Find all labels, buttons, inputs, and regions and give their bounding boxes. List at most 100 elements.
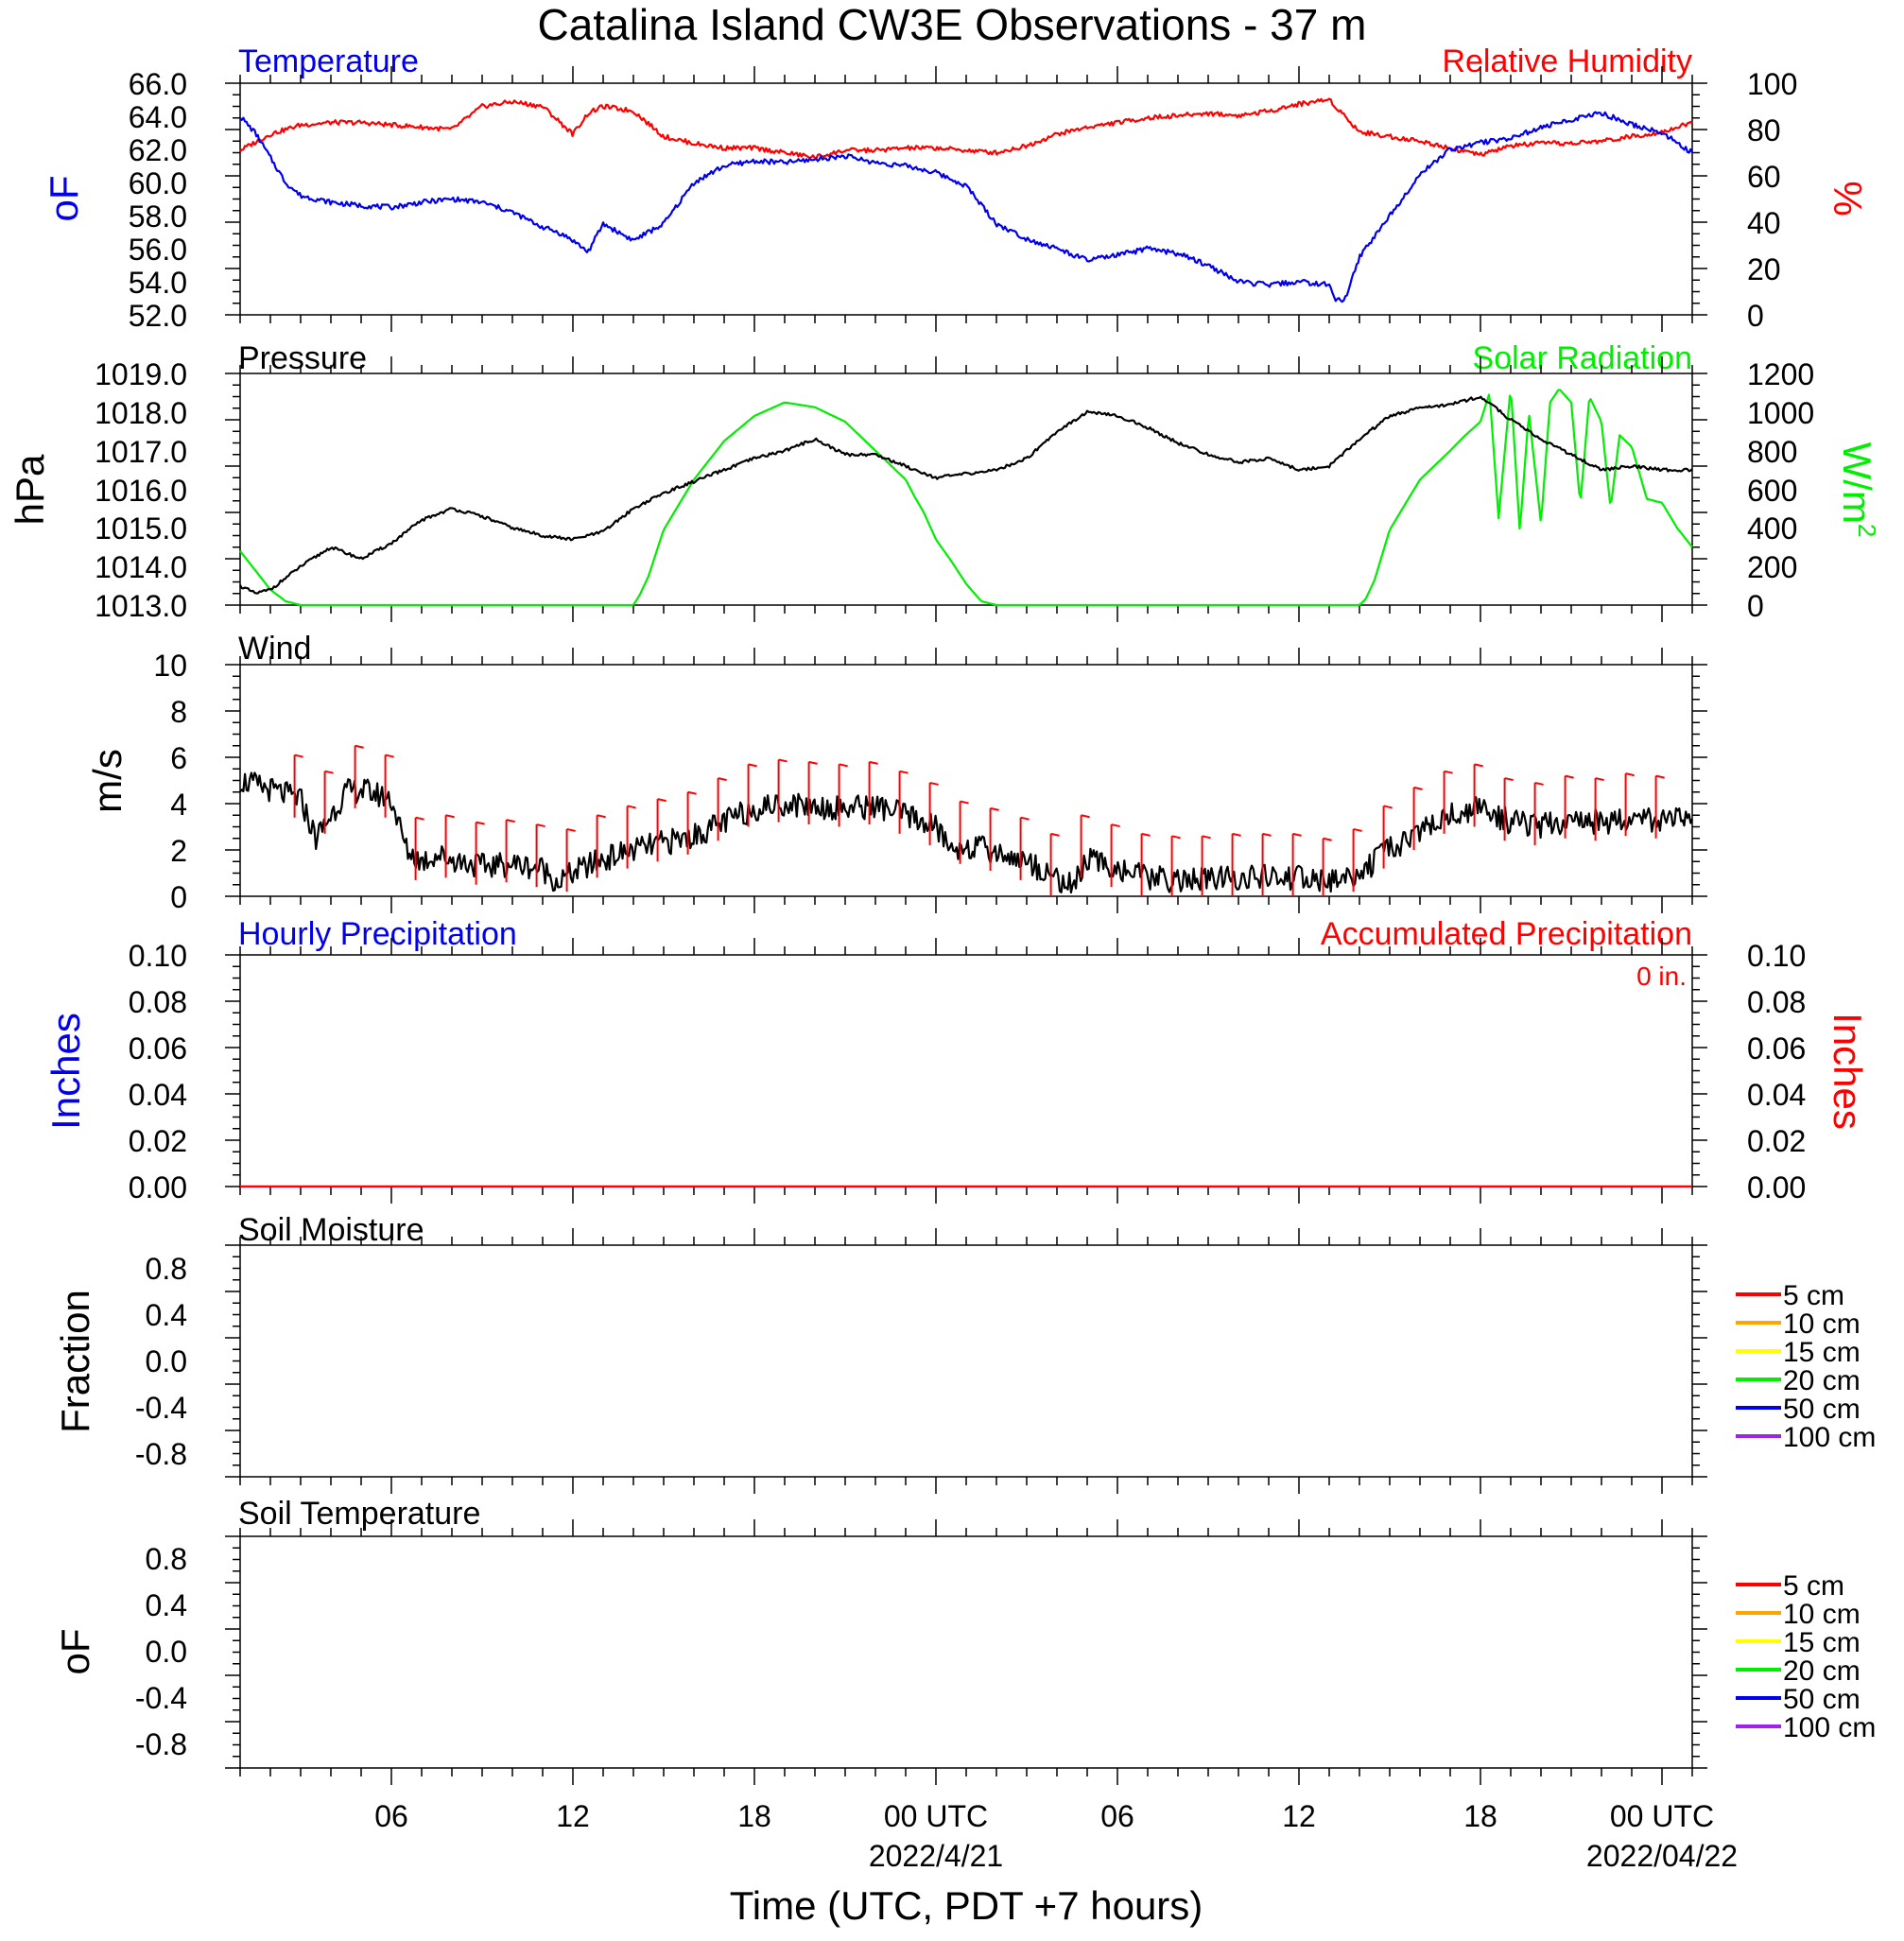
humidity-tick-label: 80 — [1747, 113, 1781, 147]
temperature-title: Temperature — [238, 43, 419, 79]
wind-barb-flag — [324, 770, 334, 774]
legend-label: 10 cm — [1783, 1599, 1861, 1630]
soil-moisture-ticks: -0.8 -0.4 0.0 0.4 0.8 — [135, 1252, 187, 1471]
soil-moisture-legend-item: 15 cm — [1736, 1337, 1861, 1368]
soil-temperature-unit-label: oF — [53, 1628, 97, 1674]
wind-title: Wind — [238, 631, 311, 667]
x-axis-title: Time (UTC, PDT +7 hours) — [730, 1883, 1203, 1928]
temperature-unit-label: oF — [42, 175, 86, 221]
wind-tick-label: 0 — [170, 880, 187, 914]
wind-barb-flag — [1323, 837, 1332, 841]
wind-barb-flag — [657, 798, 666, 803]
hourly-precip-tick-label: 0.04 — [129, 1078, 187, 1112]
accum-precip-tick-label: 0.02 — [1747, 1124, 1806, 1158]
wind-barb-flag — [1474, 763, 1483, 768]
wind-barb-flag — [1625, 772, 1635, 777]
solar-unit-superscript: 2 — [1853, 524, 1881, 537]
soil-moisture-legend-item: 10 cm — [1736, 1308, 1861, 1340]
pressure-title: Pressure — [238, 340, 367, 376]
solar-title: Solar Radiation — [1473, 340, 1692, 376]
precip-plot-marks — [225, 938, 1707, 1204]
pressure-unit-label: hPa — [8, 454, 52, 525]
wind-barb-flag — [294, 754, 303, 758]
pressure-panel: Pressure Solar Radiation hPa W/m2 1013.0… — [8, 340, 1881, 623]
accum-precip-tick-label: 0.00 — [1747, 1170, 1806, 1204]
accum-precip-ticks: 0.00 0.02 0.04 0.06 0.08 0.10 — [1747, 939, 1806, 1204]
figure-title: Catalina Island CW3E Observations - 37 m — [538, 0, 1367, 49]
soil-moisture-unit-label: Fraction — [53, 1290, 97, 1433]
wind-barb-flag — [1171, 835, 1181, 840]
solar-ticks: 0 200 400 600 800 1000 1200 — [1747, 357, 1814, 623]
wind-barb-flag — [1111, 823, 1120, 828]
wind-tick-label: 6 — [170, 741, 187, 775]
soil-temperature-legend-item: 20 cm — [1736, 1655, 1861, 1687]
wind-barb-flag — [536, 823, 545, 828]
wind-barb-flag — [1504, 777, 1514, 782]
soil-moisture-tick-label: 0.8 — [146, 1252, 187, 1286]
temperature-panel: Temperature Relative Humidity oF % 52.0 … — [42, 43, 1870, 333]
humidity-tick-label: 40 — [1747, 206, 1781, 240]
solar-tick-label: 200 — [1747, 550, 1797, 584]
wind-barb-flag — [1353, 827, 1362, 832]
solar-tick-label: 1000 — [1747, 396, 1814, 430]
temperature-line — [239, 111, 1693, 303]
hourly-precip-tick-label: 0.08 — [129, 985, 187, 1019]
soil-temperature-tick-label: 0.0 — [146, 1635, 187, 1669]
temperature-tick-label: 52.0 — [129, 299, 187, 333]
wind-barb-flag — [1202, 835, 1211, 840]
temperature-tick-label: 66.0 — [129, 67, 187, 101]
pressure-tick-label: 1019.0 — [95, 357, 187, 391]
soil-moisture-panel-frame — [239, 1244, 1693, 1478]
legend-label: 15 cm — [1783, 1337, 1861, 1368]
legend-label: 5 cm — [1783, 1570, 1844, 1602]
soil-temperature-ticks: -0.8 -0.4 0.0 0.4 0.8 — [135, 1542, 187, 1761]
hourly-precip-tick-label: 0.00 — [129, 1170, 187, 1204]
humidity-unit-label: % — [1826, 181, 1870, 216]
humidity-tick-label: 0 — [1747, 299, 1764, 333]
temperature-tick-label: 60.0 — [129, 166, 187, 200]
wind-speed-line — [239, 771, 1694, 894]
temperature-tick-label: 56.0 — [129, 233, 187, 267]
temperature-plot-marks — [225, 66, 1707, 332]
wind-ticks: 0 2 4 6 8 10 — [153, 649, 187, 914]
wind-barb-flag — [990, 806, 999, 811]
wind-barb-flag — [1565, 774, 1574, 779]
soil-temperature-tick-label: -0.8 — [135, 1727, 187, 1761]
soil-temperature-tick-label: -0.4 — [135, 1681, 187, 1715]
pressure-tick-label: 1014.0 — [95, 550, 187, 584]
legend-label: 50 cm — [1783, 1394, 1861, 1425]
wind-barb-flag — [839, 763, 848, 768]
pressure-plot-marks — [225, 356, 1707, 622]
soil-moisture-plot-marks — [225, 1228, 1707, 1494]
x-tick-label: 06 — [1100, 1799, 1134, 1833]
wind-barb-flag — [1262, 832, 1272, 837]
accum-precip-value: 0 in. — [1636, 962, 1687, 991]
pressure-tick-label: 1018.0 — [95, 396, 187, 430]
wind-barb-flag — [1081, 814, 1090, 819]
wind-barb-flag — [808, 760, 818, 765]
wind-barb-flag — [929, 781, 939, 786]
wind-barb-flag — [778, 758, 788, 763]
wind-barb-flag — [1595, 777, 1604, 782]
wind-tick-label: 10 — [153, 649, 187, 683]
wind-barb-flag — [1534, 781, 1544, 786]
soil-moisture-tick-label: -0.4 — [135, 1391, 187, 1425]
wind-plot-marks — [225, 648, 1707, 913]
solar-unit-label: W/m2 — [1835, 442, 1881, 538]
solar-tick-label: 600 — [1747, 474, 1797, 508]
solar-line — [239, 389, 1693, 607]
legend-label: 100 cm — [1783, 1422, 1876, 1453]
soil-temperature-legend-item: 10 cm — [1736, 1599, 1861, 1630]
soil-temperature-tick-label: 0.8 — [146, 1542, 187, 1576]
wind-barb-flag — [385, 754, 394, 758]
wind-panel: Wind m/s 0 2 4 6 8 10 — [85, 631, 1707, 914]
temperature-ticks: 52.0 54.0 56.0 58.0 60.0 62.0 64.0 66.0 — [129, 67, 187, 333]
x-tick-label: 18 — [737, 1799, 771, 1833]
soil-temperature-panel-frame — [239, 1535, 1693, 1769]
temperature-tick-label: 64.0 — [129, 100, 187, 134]
pressure-tick-label: 1017.0 — [95, 435, 187, 469]
x-tick-labels: 06 12 18 00 UTC 06 12 18 00 UTC — [374, 1799, 1714, 1833]
humidity-tick-label: 100 — [1747, 67, 1797, 101]
hourly-precip-unit-label: Inches — [43, 1013, 88, 1130]
